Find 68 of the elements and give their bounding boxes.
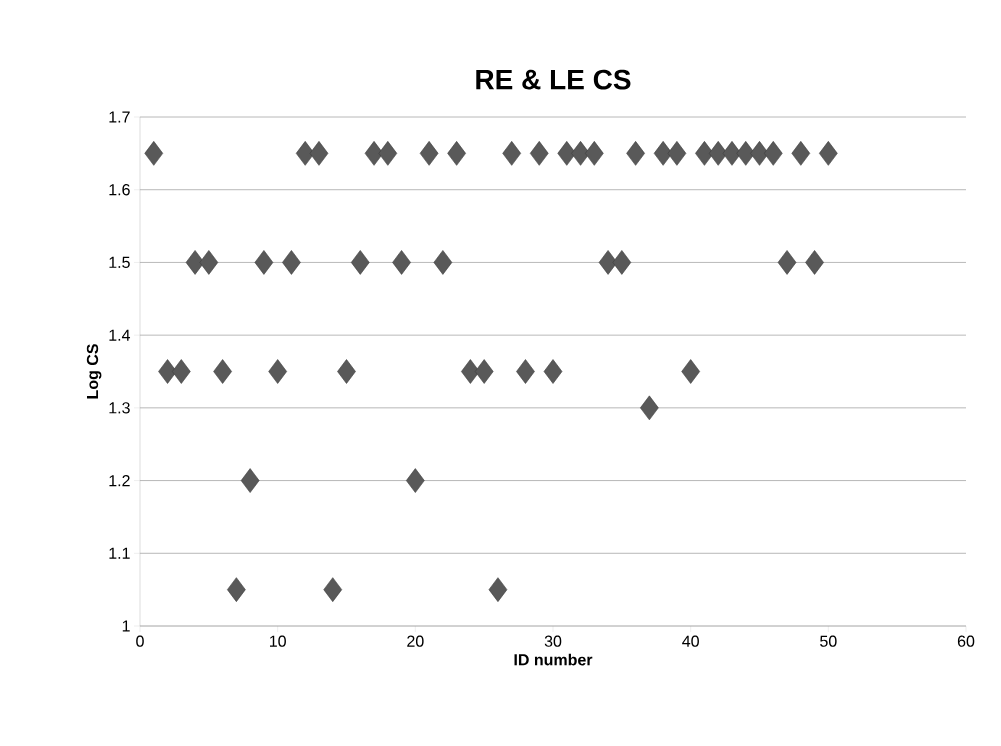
point: [777, 250, 797, 275]
point: [158, 359, 177, 384]
point: [364, 141, 384, 166]
chart-title: RE & LE CS: [476, 69, 631, 90]
point: [750, 141, 769, 166]
point: [282, 250, 301, 275]
point: [295, 141, 315, 166]
point: [695, 141, 714, 166]
point: [557, 141, 577, 166]
y-tick-label: 1: [122, 620, 130, 632]
point: [268, 359, 287, 384]
point: [488, 577, 508, 602]
point: [763, 141, 783, 166]
point: [144, 141, 164, 166]
point: [406, 468, 425, 493]
point: [640, 395, 659, 421]
point: [708, 141, 728, 166]
point: [433, 250, 453, 275]
point: [585, 141, 604, 166]
point: [681, 359, 700, 384]
point: [378, 141, 398, 166]
y-tick-label: 1.1: [109, 547, 130, 559]
point: [626, 141, 645, 166]
point: [392, 250, 411, 275]
point: [516, 359, 535, 384]
point: [736, 141, 756, 166]
y-tick-label: 1.7: [109, 111, 130, 123]
point: [653, 141, 673, 166]
y-tick-label: 1.3: [109, 402, 130, 414]
point: [323, 577, 343, 602]
point: [805, 250, 824, 275]
y-tick-label: 1.6: [109, 184, 130, 196]
x-axis-title: ID number: [514, 653, 593, 666]
point: [419, 141, 439, 166]
x-tick-label: 0: [136, 635, 144, 647]
point: [199, 250, 219, 275]
point: [337, 359, 356, 384]
point: [543, 359, 563, 384]
y-axis-title: Log CS: [86, 344, 102, 399]
point: [185, 250, 205, 275]
point: [172, 359, 191, 384]
x-tick-label: 40: [682, 635, 699, 647]
point: [213, 359, 232, 384]
x-tick-label: 10: [269, 635, 286, 647]
point: [240, 468, 260, 493]
x-tick-label: 50: [820, 635, 837, 647]
x-tick-label: 60: [957, 635, 975, 647]
point: [461, 359, 480, 384]
point: [350, 250, 370, 275]
x-tick-label: 30: [544, 635, 562, 647]
point: [447, 141, 466, 166]
y-tick-label: 1.4: [109, 329, 131, 341]
point: [791, 141, 811, 166]
point: [598, 250, 618, 275]
point: [254, 250, 274, 275]
point: [529, 141, 549, 166]
point: [502, 141, 521, 166]
point: [309, 141, 329, 166]
point: [612, 250, 632, 275]
point: [819, 141, 838, 166]
x-tick-label: 20: [407, 635, 424, 647]
point: [571, 141, 590, 166]
y-tick-label: 1.5: [109, 256, 130, 269]
point: [722, 141, 742, 166]
point: [227, 577, 246, 602]
y-tick-label: 1.2: [109, 474, 130, 487]
point: [474, 359, 494, 384]
point: [667, 141, 687, 166]
